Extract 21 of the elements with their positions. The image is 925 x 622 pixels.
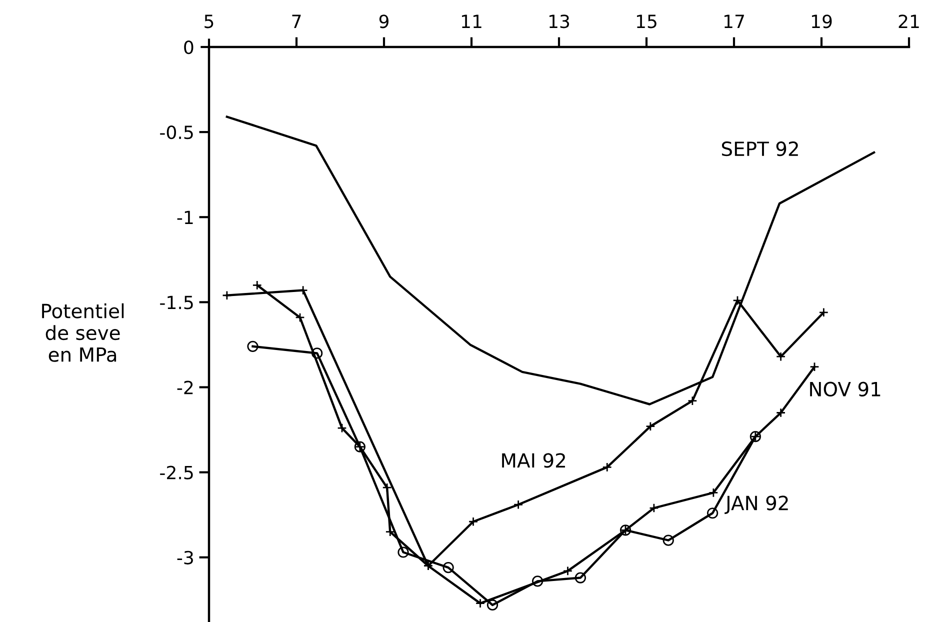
x-tick-label: 11: [462, 14, 482, 28]
y-tick-label: -3: [177, 550, 193, 564]
series-label: NOV 91: [810, 382, 880, 396]
y-tick-label: -1.5: [160, 296, 193, 310]
y-tick-label: -0.5: [160, 126, 193, 140]
x-tick-label: 9: [379, 14, 388, 28]
x-tick-label: 17: [724, 14, 744, 28]
x-tick-label: 13: [549, 14, 570, 28]
y-tick-label: -1: [177, 210, 193, 224]
x-tick-label: 19: [812, 14, 832, 28]
series-label: SEPT 92: [722, 141, 798, 156]
x-tick-label: 7: [292, 14, 301, 28]
x-tick-label: 21: [898, 14, 919, 28]
x-tick-label: 15: [636, 14, 656, 28]
y-axis-title: Potentiel de seve en MPa: [42, 303, 124, 362]
y-tick-label: -2.5: [160, 466, 193, 480]
x-tick-label: 5: [204, 14, 214, 28]
series-label: MAI 92: [502, 453, 565, 468]
series-label: JAN 92: [724, 496, 788, 514]
y-tick-label: -2: [177, 380, 193, 394]
y-tick-label: 0: [184, 40, 194, 54]
